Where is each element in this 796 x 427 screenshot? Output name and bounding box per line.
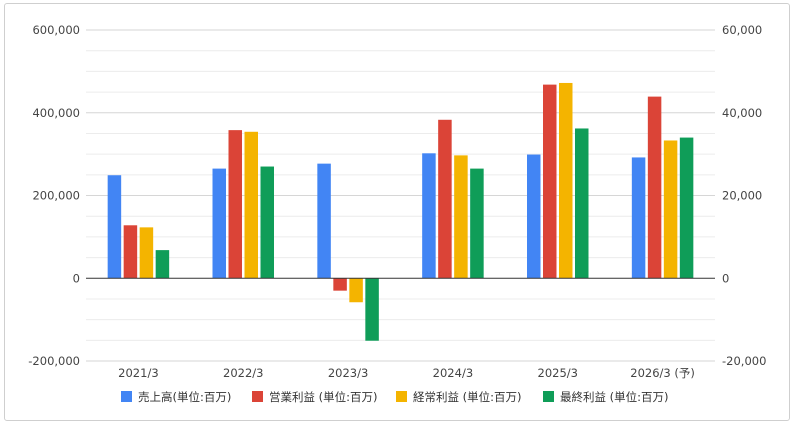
legend-label: 売上高(単位:百万)	[138, 390, 231, 404]
bar-1-3[interactable]	[317, 163, 331, 279]
bar-4-5[interactable]	[575, 128, 589, 279]
legend-swatch	[396, 391, 407, 402]
bar-1-4[interactable]	[422, 153, 436, 279]
bar-1-6[interactable]	[631, 157, 646, 279]
legend-label: 最終利益 (単位:百万)	[560, 390, 669, 404]
bar-2-1[interactable]	[123, 225, 138, 279]
left-axis-tick-label: -200,000	[28, 354, 80, 368]
right-axis-tick-label: 20,000	[722, 189, 762, 203]
legend: 売上高(単位:百万) 営業利益 (単位:百万) 経常利益 (単位:百万) 最終利益 (…	[121, 390, 669, 404]
bar-3-4[interactable]	[454, 155, 468, 279]
bar-2-2[interactable]	[228, 130, 243, 279]
bar-3-5[interactable]	[559, 82, 573, 279]
x-axis-category-label: 2025/3	[538, 366, 578, 380]
right-axis-tick-label: 60,000	[722, 23, 762, 37]
bar-2-4[interactable]	[438, 119, 452, 279]
bar-2-6[interactable]	[647, 96, 662, 279]
bar-4-3[interactable]	[365, 278, 379, 341]
bar-1-1[interactable]	[107, 175, 122, 279]
legend-label: 経常利益 (単位:百万)	[413, 390, 522, 404]
left-axis-tick-label: 200,000	[32, 189, 80, 203]
x-axis-category-label: 2026/3 (予)	[630, 366, 695, 380]
x-axis-category-label: 2024/3	[433, 366, 473, 380]
legend-swatch	[121, 391, 132, 402]
bar-3-3[interactable]	[349, 278, 363, 303]
bar-2-5[interactable]	[543, 84, 557, 279]
right-axis-tick-label: 0	[722, 271, 729, 285]
x-axis-category-label: 2021/3	[118, 366, 158, 380]
bar-4-4[interactable]	[470, 168, 484, 279]
bar-4-1[interactable]	[155, 250, 170, 279]
grid-lines	[86, 29, 715, 362]
bar-3-1[interactable]	[139, 227, 154, 279]
x-axis-category-label: 2022/3	[223, 366, 263, 380]
axis-labels: -200,000 0 200,000 400,000 600,000 -20,000 0 20…	[28, 23, 766, 380]
bar-1-5[interactable]	[527, 154, 541, 279]
right-axis-tick-label: -20,000	[722, 354, 766, 368]
right-axis-tick-label: 40,000	[722, 106, 762, 120]
left-axis-tick-label: 600,000	[32, 23, 80, 37]
left-axis-tick-label: 400,000	[32, 106, 80, 120]
bar-4-2[interactable]	[260, 166, 275, 279]
left-axis-tick-label: 0	[73, 271, 80, 285]
bars	[107, 82, 694, 341]
bar-2-3[interactable]	[333, 278, 347, 291]
bar-1-2[interactable]	[212, 168, 227, 279]
bar-3-2[interactable]	[244, 131, 259, 279]
legend-swatch	[252, 391, 263, 402]
bar-4-6[interactable]	[679, 137, 694, 279]
bar-3-6[interactable]	[663, 140, 678, 279]
legend-swatch	[543, 391, 554, 402]
x-axis-category-label: 2023/3	[328, 366, 368, 380]
legend-label: 営業利益 (単位:百万)	[269, 390, 378, 404]
